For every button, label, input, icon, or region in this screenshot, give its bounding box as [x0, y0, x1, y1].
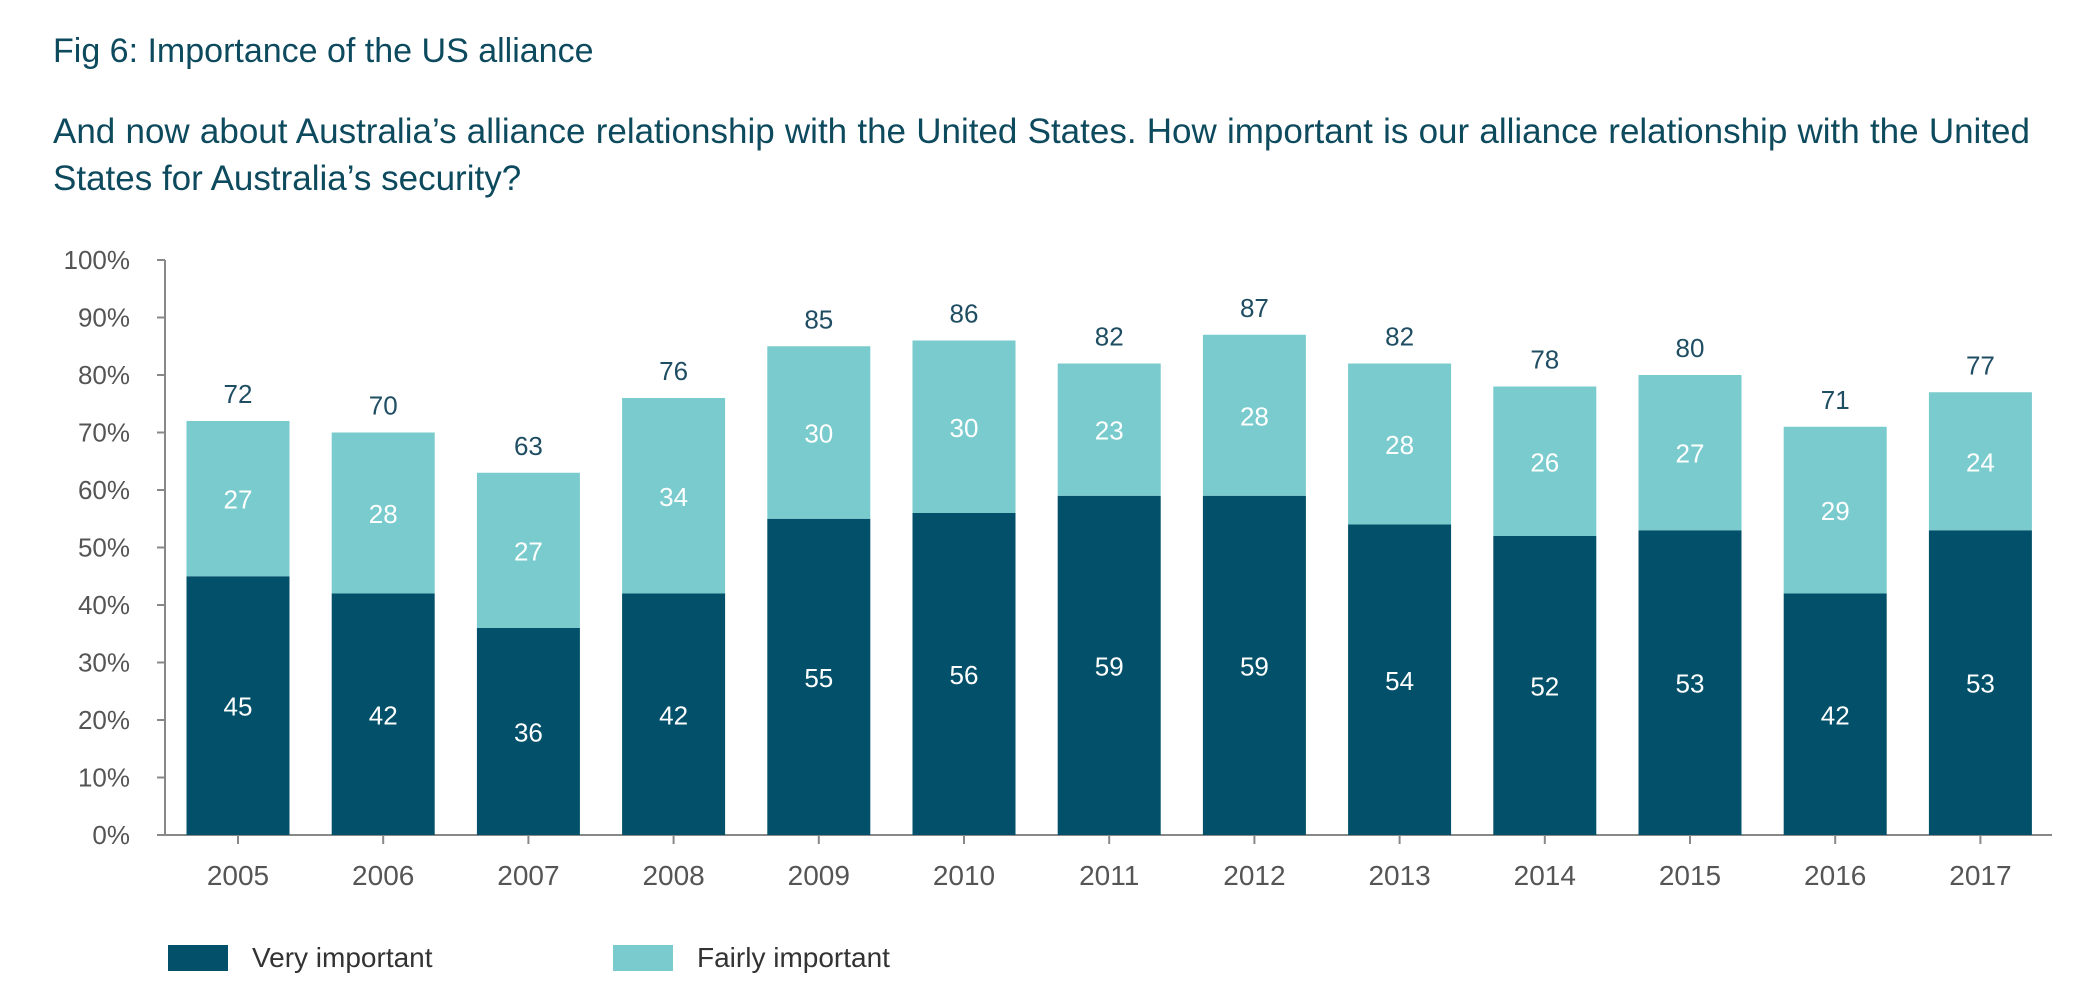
data-label: 28 [369, 499, 398, 529]
bar-fairly-important [331, 432, 435, 594]
data-label: 30 [804, 419, 833, 449]
data-label: 42 [659, 700, 688, 730]
y-tick-label: 50% [78, 533, 130, 563]
x-tick-label: 2016 [1804, 860, 1866, 891]
x-tick-label: 2009 [788, 860, 850, 891]
y-tick-label: 70% [78, 418, 130, 448]
total-label: 86 [950, 299, 979, 329]
y-tick-label: 20% [78, 705, 130, 735]
data-label: 28 [1240, 401, 1269, 431]
bar-very-important [1638, 530, 1742, 835]
data-label: 24 [1966, 447, 1995, 477]
legend-label: Very important [252, 942, 433, 973]
data-label: 27 [514, 536, 543, 566]
total-label: 87 [1240, 293, 1269, 323]
y-tick-label: 40% [78, 590, 130, 620]
bar-fairly-important [1057, 363, 1161, 496]
bar-very-important [331, 593, 435, 835]
x-tick-label: 2015 [1659, 860, 1721, 891]
data-label: 27 [1676, 439, 1705, 469]
data-label: 53 [1966, 669, 1995, 699]
bar-fairly-important [1928, 392, 2032, 531]
data-label: 45 [224, 692, 253, 722]
x-tick-label: 2005 [207, 860, 269, 891]
total-label: 70 [369, 391, 398, 421]
legend-swatch-very-important [168, 945, 228, 971]
bar-fairly-important [1638, 375, 1742, 531]
bar-very-important [476, 628, 580, 835]
total-label: 82 [1095, 322, 1124, 352]
data-label: 36 [514, 718, 543, 748]
chart-title: Fig 6: Importance of the US alliance [53, 32, 594, 70]
total-label: 71 [1821, 385, 1850, 415]
x-tick-label: 2006 [352, 860, 414, 891]
x-tick-label: 2014 [1514, 860, 1576, 891]
bar-very-important [186, 576, 290, 835]
data-label: 59 [1095, 651, 1124, 681]
legend-swatch-fairly-important [613, 945, 673, 971]
data-label: 27 [224, 485, 253, 515]
data-label: 30 [950, 413, 979, 443]
bar-fairly-important [476, 472, 580, 628]
data-label: 54 [1385, 666, 1414, 696]
x-tick-label: 2013 [1368, 860, 1430, 891]
x-tick-label: 2011 [1079, 860, 1139, 891]
x-tick-label: 2010 [933, 860, 995, 891]
y-tick-label: 10% [78, 763, 130, 793]
x-tick-label: 2017 [1949, 860, 2011, 891]
data-label: 26 [1530, 447, 1559, 477]
data-label: 28 [1385, 430, 1414, 460]
bar-fairly-important [1348, 363, 1452, 525]
data-label: 55 [804, 663, 833, 693]
y-tick-label: 30% [78, 648, 130, 678]
bar-very-important [912, 513, 1016, 835]
bar-very-important [1783, 593, 1887, 835]
bar-fairly-important [1202, 334, 1306, 496]
y-tick-label: 60% [78, 475, 130, 505]
bar-very-important [622, 593, 726, 835]
legend-label: Fairly important [697, 942, 890, 973]
total-label: 76 [659, 356, 688, 386]
bar-fairly-important [1783, 426, 1887, 594]
bar-very-important [1928, 530, 2032, 835]
x-tick-label: 2008 [642, 860, 704, 891]
legend-item-fairly-important: Fairly important [613, 942, 890, 974]
data-label: 52 [1530, 672, 1559, 702]
legend-item-very-important: Very important [168, 942, 433, 974]
data-label: 23 [1095, 416, 1124, 446]
y-tick-label: 80% [78, 360, 130, 390]
bar-very-important [1493, 536, 1597, 835]
bar-very-important [1348, 524, 1452, 835]
y-tick-label: 100% [64, 245, 131, 275]
y-tick-label: 90% [78, 303, 130, 333]
bar-fairly-important [767, 346, 871, 519]
data-label: 59 [1240, 651, 1269, 681]
data-label: 42 [369, 700, 398, 730]
data-label: 53 [1676, 669, 1705, 699]
total-label: 63 [514, 431, 543, 461]
bar-fairly-important [622, 398, 726, 594]
data-label: 34 [659, 482, 688, 512]
total-label: 78 [1530, 345, 1559, 375]
bar-fairly-important [1493, 386, 1597, 536]
total-label: 82 [1385, 322, 1414, 352]
bar-very-important [767, 518, 871, 835]
bar-very-important [1202, 495, 1306, 835]
data-label: 42 [1821, 700, 1850, 730]
total-label: 77 [1966, 350, 1995, 380]
total-label: 85 [804, 304, 833, 334]
total-label: 80 [1676, 333, 1705, 363]
y-tick-label: 0% [92, 820, 130, 850]
data-label: 56 [950, 660, 979, 690]
x-tick-label: 2012 [1223, 860, 1285, 891]
total-label: 72 [224, 379, 253, 409]
bar-very-important [1057, 495, 1161, 835]
bar-fairly-important [186, 421, 290, 577]
data-label: 29 [1821, 496, 1850, 526]
chart-subtitle: And now about Australia’s alliance relat… [53, 112, 2030, 198]
x-tick-label: 2007 [497, 860, 559, 891]
bar-fairly-important [912, 340, 1016, 513]
